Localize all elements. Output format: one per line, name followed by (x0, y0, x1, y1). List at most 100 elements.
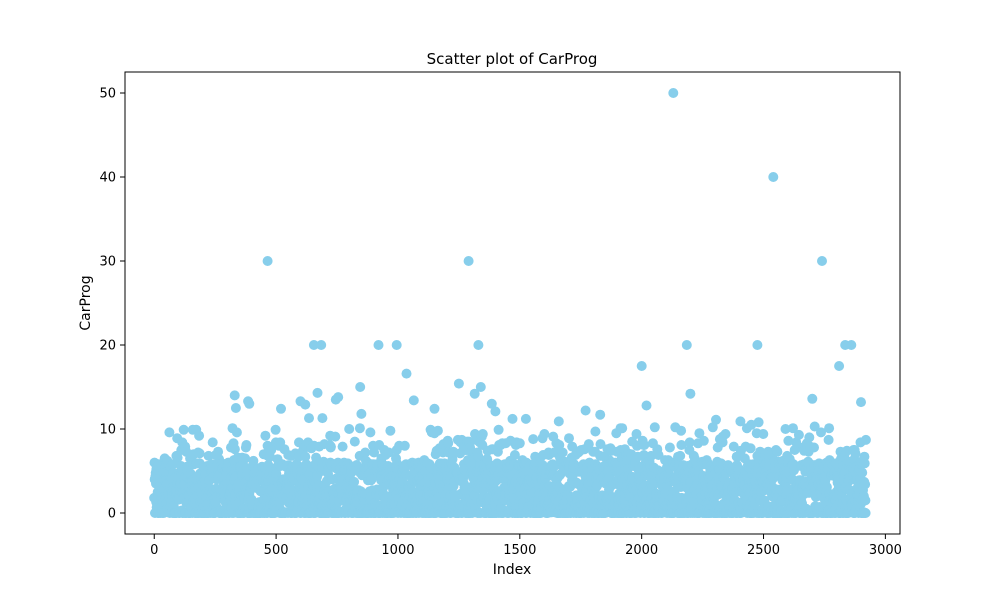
y-axis-label: CarProg (78, 275, 94, 330)
scatter-point (758, 429, 769, 439)
scatter-point (432, 425, 443, 436)
y-tick-label: 50 (99, 87, 116, 102)
scatter-point (355, 382, 366, 392)
scatter-point (791, 437, 802, 448)
scatter-point (809, 442, 819, 453)
x-tick-label: 2000 (625, 543, 658, 558)
scatter-point (262, 256, 273, 266)
scatter-point (270, 424, 281, 435)
scatter-point (595, 409, 606, 420)
scatter-point (768, 172, 779, 182)
scatter-point (789, 445, 800, 455)
scatter-point (707, 422, 718, 433)
scatter-point (194, 430, 205, 441)
scatter-point (240, 453, 251, 464)
scatter-point (349, 436, 360, 447)
scatter-point (780, 424, 791, 434)
scatter-point (746, 419, 757, 430)
chart-title: Scatter plot of CarProg (427, 50, 598, 68)
scatter-point (486, 398, 497, 409)
scatter-point (676, 440, 687, 450)
scatter-point (684, 437, 695, 448)
scatter-point (308, 340, 319, 350)
scatter-point (772, 446, 783, 457)
scatter-point (783, 435, 794, 446)
scatter-point (846, 340, 857, 350)
scatter-point (172, 452, 183, 463)
scatter-point (859, 458, 870, 469)
scatter-point (360, 447, 371, 458)
scatter-point (554, 440, 565, 450)
scatter-point (639, 440, 650, 450)
scatter-point (312, 387, 323, 398)
scatter-point (649, 422, 660, 433)
scatter-point (230, 403, 241, 413)
scatter-point (823, 434, 834, 445)
scatter-point (720, 429, 731, 439)
scatter-point (694, 428, 705, 439)
scatter-point (475, 382, 486, 392)
scatter-point (567, 441, 578, 452)
scatter-point (333, 392, 344, 403)
scatter-point (344, 424, 355, 434)
scatter-point (447, 454, 458, 465)
scatter-point (860, 479, 871, 490)
scatter-point (590, 426, 601, 437)
scatter-point (553, 416, 564, 427)
scatter-point (401, 368, 412, 379)
scatter-point (207, 437, 218, 448)
scatter-point (816, 427, 826, 438)
scatter-point (583, 439, 594, 450)
scatter-point (735, 416, 746, 427)
scatter-point (817, 256, 827, 266)
scatter-point (514, 438, 525, 449)
y-tick-label: 20 (99, 339, 116, 354)
y-tick-label: 30 (99, 255, 116, 270)
scatter-point (520, 413, 531, 424)
scatter-point (557, 447, 568, 458)
scatter-point (860, 495, 871, 506)
scatter-point (463, 256, 474, 266)
scatter-point (316, 340, 327, 350)
scatter-point (337, 441, 348, 452)
scatter-point (528, 434, 539, 445)
x-tick-label: 2500 (747, 543, 780, 558)
scatter-point (354, 423, 365, 434)
scatter-point (276, 403, 286, 414)
scatter-point (229, 444, 240, 455)
scatter-point (304, 413, 314, 424)
scatter-point (317, 413, 328, 424)
scatter-point (676, 425, 687, 436)
scatter-point (595, 439, 606, 450)
scatter-point (711, 414, 721, 425)
scatter-point (681, 340, 692, 350)
scatter-point (668, 88, 679, 98)
scatter-point (473, 450, 484, 461)
scatter-point (685, 388, 696, 399)
scatter-point (807, 393, 818, 404)
x-tick-label: 500 (264, 543, 289, 558)
scatter-point (631, 429, 642, 439)
y-axis-ticks: 0 10 20 30 40 50 (99, 87, 125, 522)
y-tick-label: 40 (99, 171, 116, 186)
scatter-point (745, 443, 756, 454)
scatter-point (263, 460, 274, 471)
scatter-point (675, 450, 686, 461)
scatter-point (477, 429, 488, 439)
scatter-point (385, 425, 396, 436)
scatter-point (164, 427, 175, 438)
y-tick-label: 0 (108, 507, 116, 522)
scatter-point (793, 429, 804, 440)
scatter-point (429, 403, 440, 414)
scatter-point (408, 395, 419, 406)
scatter-point (490, 406, 501, 417)
scatter-point (391, 340, 402, 350)
scatter-point (311, 452, 322, 463)
scatter-point (244, 398, 255, 409)
x-tick-label: 3000 (869, 543, 902, 558)
scatter-point (641, 400, 652, 411)
scatter-point (809, 421, 820, 432)
scatter-point (229, 390, 240, 401)
scatter-point (788, 423, 798, 434)
